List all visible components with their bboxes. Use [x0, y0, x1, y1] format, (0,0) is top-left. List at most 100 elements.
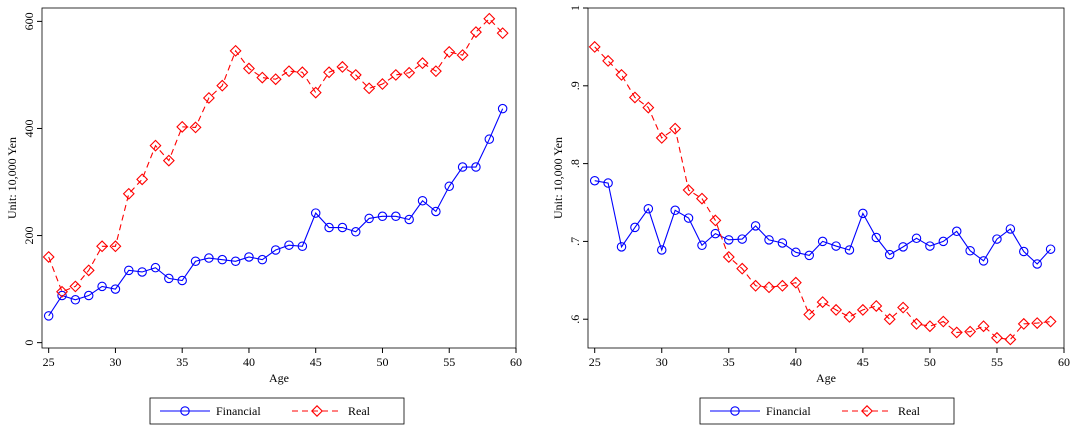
data-point-financial	[97, 281, 107, 292]
data-point-real	[443, 45, 456, 58]
data-point-financial	[457, 162, 468, 172]
y-tick-label: .7	[568, 237, 582, 246]
series-financial	[589, 175, 1056, 269]
data-point-financial	[1032, 259, 1042, 269]
data-point-real	[964, 325, 977, 338]
data-point-financial	[124, 265, 134, 276]
legend-label-financial: Financial	[216, 404, 261, 418]
y-tick-label: .9	[568, 81, 582, 90]
data-point-real	[323, 66, 336, 79]
data-point-real	[149, 139, 162, 152]
data-point-financial	[750, 221, 761, 231]
series-line-real	[594, 46, 1051, 341]
data-point-real	[602, 54, 615, 67]
data-point-financial	[791, 247, 801, 258]
data-point-real	[202, 91, 215, 104]
data-point-real	[456, 49, 469, 62]
data-point-financial	[57, 290, 67, 301]
data-point-financial	[164, 273, 174, 284]
x-tick-label: 55	[443, 355, 455, 369]
data-point-real	[242, 62, 255, 75]
data-point-real	[803, 308, 816, 321]
data-point-financial	[630, 222, 640, 233]
series-line-real	[48, 17, 504, 293]
data-point-financial	[484, 134, 495, 144]
data-point-financial	[244, 252, 254, 262]
y-tick-label: 600	[22, 12, 36, 30]
data-point-financial	[804, 250, 814, 261]
x-tick-label: 40	[243, 355, 255, 369]
data-point-real	[830, 303, 843, 316]
legend-marker-real	[861, 405, 873, 417]
legend-label-real: Real	[348, 404, 371, 418]
data-point-financial	[643, 203, 654, 214]
x-tick-label: 45	[310, 355, 322, 369]
data-point-real	[1044, 315, 1057, 328]
chart-2: .6 .7 .8 .9 1 25 30 35 40 45 50 55 60 Age Unit: 10,000…	[551, 5, 1070, 425]
data-point-financial	[391, 211, 401, 222]
data-point-financial	[656, 245, 667, 255]
x-tick-label: 30	[109, 355, 121, 369]
data-point-real	[309, 86, 322, 99]
data-point-real	[363, 82, 376, 95]
data-point-real	[816, 296, 829, 309]
data-point-financial	[992, 234, 1002, 244]
data-point-real	[990, 331, 1003, 344]
y-axis-title: Unit: 10,000 Yen	[551, 137, 565, 219]
data-point-real	[42, 250, 55, 263]
data-point-real	[1017, 317, 1030, 330]
y-tick-label: .6	[568, 315, 582, 324]
data-point-real	[776, 279, 789, 292]
data-point-financial	[444, 181, 454, 192]
data-point-financial	[284, 240, 294, 250]
series-financial	[43, 103, 508, 321]
data-point-real	[483, 12, 496, 25]
plot-frame	[41, 7, 517, 349]
data-point-real	[256, 71, 269, 84]
x-tick-label: 55	[991, 355, 1003, 369]
legend-marker-financial	[180, 406, 190, 416]
x-tick-label: 30	[656, 355, 668, 369]
data-point-financial	[70, 295, 81, 305]
data-point-real	[655, 131, 668, 144]
data-point-financial	[764, 235, 774, 245]
data-point-financial	[978, 256, 989, 266]
data-point-financial	[431, 206, 441, 217]
data-point-real	[923, 320, 936, 333]
data-point-financial	[858, 208, 868, 219]
data-point-financial	[1045, 244, 1056, 254]
data-point-real	[695, 192, 708, 205]
data-point-financial	[871, 232, 882, 243]
data-point-financial	[1005, 224, 1016, 234]
y-tick-label: .8	[568, 159, 582, 168]
data-point-real	[376, 78, 389, 91]
data-point-financial	[257, 254, 268, 265]
data-point-real	[977, 320, 990, 333]
data-point-real	[229, 44, 242, 57]
data-point-real	[736, 262, 749, 275]
y-tick-label: 0	[22, 340, 36, 346]
data-point-real	[669, 122, 682, 135]
data-point-real	[870, 300, 883, 312]
data-point-financial	[670, 205, 680, 216]
x-tick-label: 45	[857, 355, 869, 369]
x-tick-label: 35	[176, 355, 188, 369]
data-point-financial	[831, 241, 841, 251]
data-point-real	[709, 214, 722, 227]
data-point-real	[336, 60, 349, 73]
data-point-financial	[683, 213, 694, 223]
data-point-real	[403, 66, 416, 79]
x-tick-label: 40	[790, 355, 802, 369]
data-point-real	[162, 154, 175, 167]
data-point-financial	[898, 242, 908, 252]
data-point-financial	[83, 290, 94, 301]
data-point-financial	[351, 227, 361, 237]
data-point-real	[937, 315, 950, 328]
data-point-real	[216, 79, 229, 92]
data-point-real	[416, 57, 429, 70]
x-tick-label: 60	[1058, 355, 1070, 369]
data-point-real	[883, 313, 896, 326]
x-tick-label: 50	[924, 355, 936, 369]
x-tick-label: 35	[723, 355, 735, 369]
data-point-real	[122, 187, 135, 200]
